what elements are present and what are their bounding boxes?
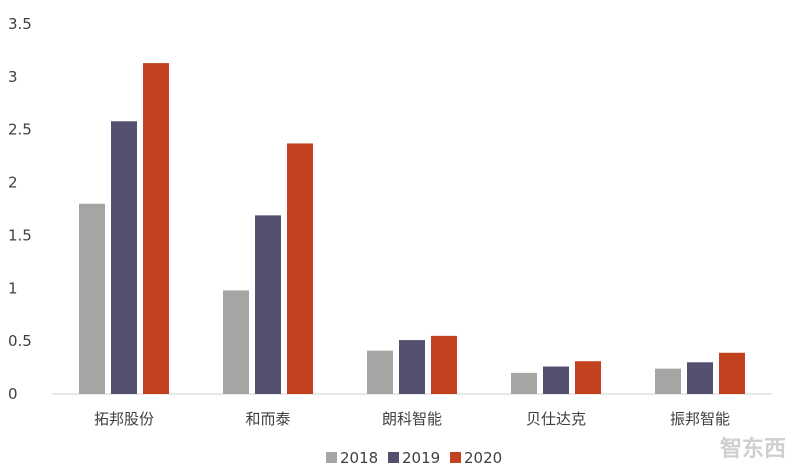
watermark-logo: 智东西: [720, 436, 786, 462]
x-category-label: 和而泰: [245, 410, 290, 428]
bar-2020-2: [431, 335, 457, 394]
x-category-label: 振邦智能: [670, 410, 730, 428]
legend-swatch-2019: [388, 452, 399, 463]
y-tick-label: 3: [8, 68, 18, 86]
bar-2018-2: [367, 350, 393, 394]
y-tick-label: 3.5: [8, 15, 32, 33]
x-category-label: 拓邦股份: [94, 410, 154, 428]
legend-label: 2018: [340, 449, 378, 467]
bar-2018-1: [223, 290, 249, 394]
bar-2019-3: [543, 366, 569, 394]
bar-2019-1: [255, 215, 281, 394]
y-axis-ticks: 0 0.5 1 1.5 2 2.5 3 3.5: [8, 15, 32, 403]
bar-2019-4: [687, 362, 713, 394]
legend-label: 2019: [402, 449, 440, 467]
x-category-label: 朗科智能: [382, 410, 442, 428]
y-tick-label: 0: [8, 385, 18, 403]
legend: 2018 2019 2020: [326, 449, 502, 467]
bar-2018-0: [79, 203, 105, 394]
legend-label: 2020: [464, 449, 502, 467]
y-tick-label: 2.5: [8, 121, 32, 139]
bar-2020-4: [719, 352, 745, 394]
legend-swatch-2018: [326, 452, 337, 463]
y-tick-label: 0.5: [8, 332, 32, 350]
bar-series: [79, 63, 745, 394]
x-axis-categories: 拓邦股份 和而泰 朗科智能 贝仕达克 振邦智能: [94, 410, 730, 428]
y-tick-label: 2: [8, 174, 18, 192]
x-category-label: 贝仕达克: [526, 410, 586, 428]
y-tick-label: 1: [8, 279, 18, 297]
bar-2018-3: [511, 372, 537, 394]
legend-swatch-2020: [450, 452, 461, 463]
bar-2020-1: [287, 143, 313, 394]
bar-2019-2: [399, 340, 425, 394]
bar-2019-0: [111, 121, 137, 394]
bar-2018-4: [655, 368, 681, 394]
bar-2020-0: [143, 63, 169, 394]
bar-2020-3: [575, 361, 601, 394]
y-tick-label: 1.5: [8, 226, 32, 244]
